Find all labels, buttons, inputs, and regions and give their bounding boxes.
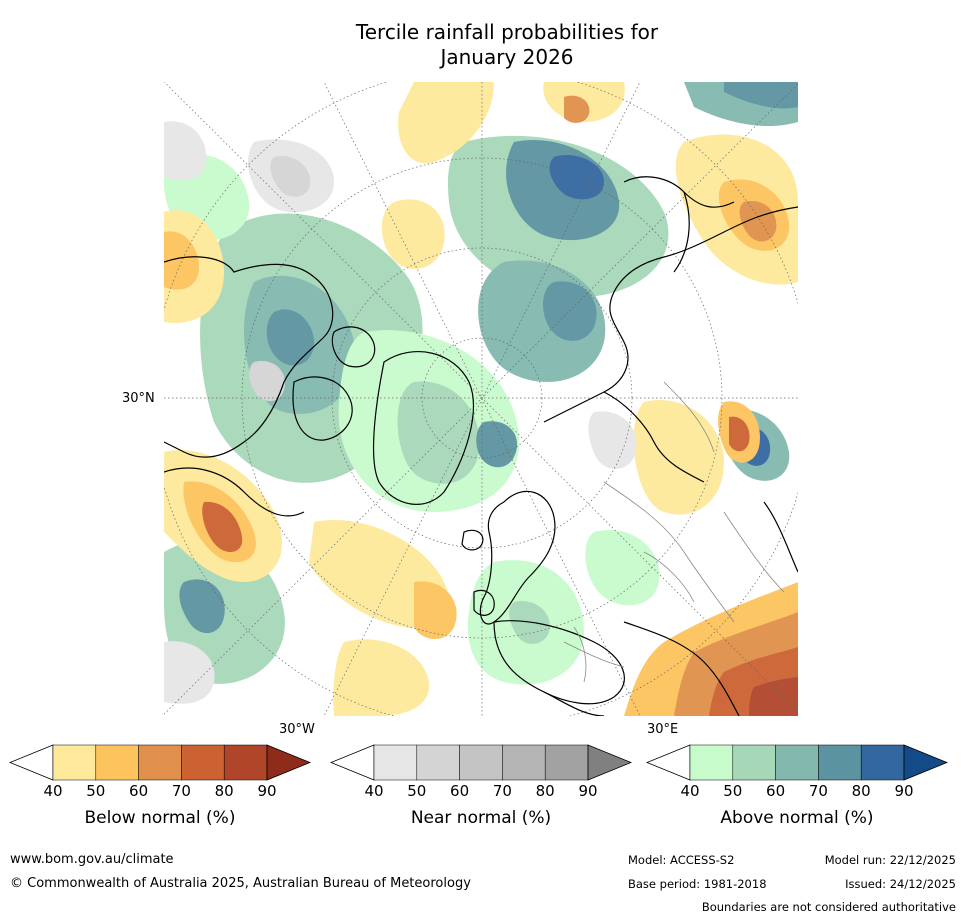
legend-above-normal-label: Above normal (%): [720, 808, 874, 828]
colorbar-tick-label: 60: [129, 782, 149, 800]
legend-near-normal-label: Near normal (%): [410, 808, 552, 828]
colorbar-tick-label: 40: [364, 782, 384, 800]
latitude-label: 30°N: [122, 391, 155, 406]
colorbar-tick-label: 50: [86, 782, 106, 800]
colorbar-tick-label: 50: [407, 782, 427, 800]
boundaries: [563, 381, 785, 683]
colorbar-swatch: [860, 744, 905, 781]
colorbar-tick-label: 70: [808, 782, 828, 800]
map-canvas: [164, 82, 798, 716]
colorbar-swatch: [138, 744, 182, 781]
colorbar-tick-label: 40: [680, 782, 700, 800]
colorbar-swatch: [502, 744, 546, 781]
colorbar-swatch: [52, 744, 97, 781]
colorbar-tick-label: 50: [723, 782, 743, 800]
colorbar-tick-label: 90: [894, 782, 914, 800]
map-title: Tercile rainfall probabilities for Janua…: [355, 20, 659, 69]
colorbar-swatch: [818, 744, 862, 781]
colorbar-swatch: [95, 744, 139, 781]
colorbar-swatch: [373, 744, 418, 781]
longitude-label-west: 30°W: [279, 722, 315, 737]
colorbar-max-arrow: [903, 744, 948, 781]
colorbar-min-arrow: [9, 744, 54, 781]
colorbar-swatch: [181, 744, 225, 781]
disclaimer-text: Boundaries are not considered authoritat…: [701, 900, 956, 914]
colorbar-min-arrow: [330, 744, 375, 781]
colorbar-tick-label: 90: [578, 782, 598, 800]
legend-near-normal-colorbar: [330, 744, 632, 781]
colorbar-tick-label: 60: [766, 782, 786, 800]
graticule: [164, 82, 798, 716]
base-period-text: Base period: 1981-2018: [628, 877, 767, 891]
colorbar-tick-label: 40: [43, 782, 63, 800]
colorbar-swatch: [459, 744, 503, 781]
model-text: Model: ACCESS-S2: [628, 853, 735, 867]
colorbar-swatch: [732, 744, 776, 781]
legend-below-normal-label: Below normal (%): [84, 808, 236, 828]
model-run-text: Model run: 22/12/2025: [824, 853, 956, 867]
colorbar-swatch: [775, 744, 819, 781]
colorbar-min-arrow: [646, 744, 691, 781]
polar-projection-map[interactable]: [164, 82, 798, 716]
colorbar-max-arrow: [587, 744, 632, 781]
colorbar-swatch: [416, 744, 460, 781]
colorbar-tick-label: 90: [257, 782, 277, 800]
longitude-label-east: 30°E: [647, 722, 679, 737]
colorbar-swatch: [689, 744, 734, 781]
colorbar-swatch: [544, 744, 589, 781]
colorbar-tick-label: 70: [171, 782, 191, 800]
legend-below-normal-colorbar: [9, 744, 311, 781]
colorbar-tick-label: 80: [535, 782, 555, 800]
colorbar-swatch: [223, 744, 268, 781]
colorbar-tick-label: 70: [492, 782, 512, 800]
legend-above-normal-colorbar: [646, 744, 948, 781]
probability-shading: [164, 82, 798, 716]
colorbar-tick-label: 80: [214, 782, 234, 800]
colorbar-tick-label: 60: [450, 782, 470, 800]
copyright-text: © Commonwealth of Australia 2025, Austra…: [10, 876, 471, 891]
issued-text: Issued: 24/12/2025: [845, 877, 956, 891]
website-link[interactable]: www.bom.gov.au/climate: [10, 852, 174, 867]
colorbar-tick-label: 80: [851, 782, 871, 800]
colorbar-max-arrow: [266, 744, 311, 781]
coastlines: [164, 176, 798, 716]
